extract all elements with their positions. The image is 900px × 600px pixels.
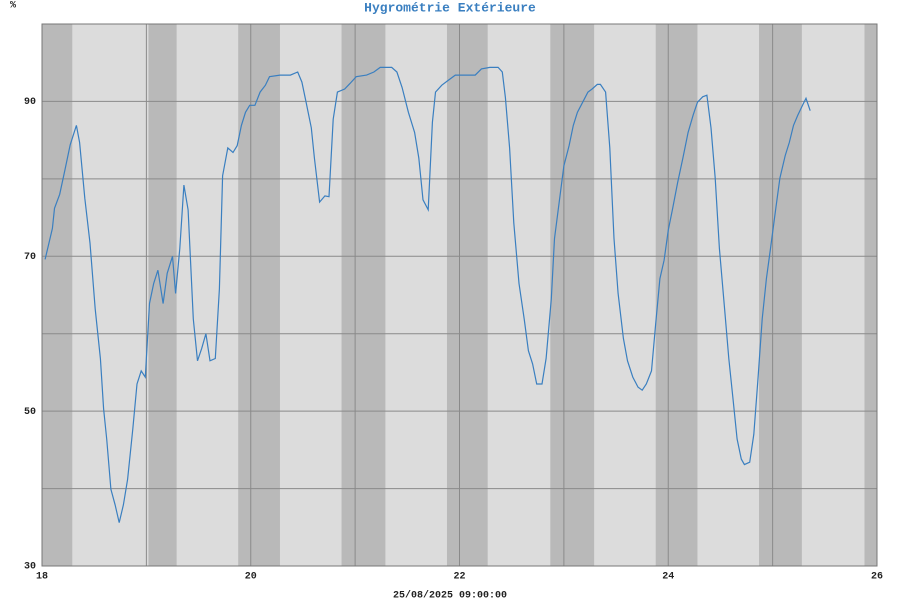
x-tick-label: 22	[453, 572, 465, 583]
chart-title: Hygrométrie Extérieure	[364, 0, 536, 15]
x-tick-label: 20	[245, 572, 257, 583]
y-tick-label: 70	[24, 252, 36, 263]
x-label: 25/08/2025 09:00:00	[393, 590, 507, 600]
y-tick-label: 30	[24, 562, 36, 573]
plot-border	[41, 23, 878, 567]
x-tick-label: 18	[36, 572, 48, 583]
night-band	[42, 24, 73, 566]
night-band	[341, 24, 386, 566]
night-band	[759, 24, 802, 566]
y-tick-label: 50	[24, 407, 36, 418]
x-tick-label: 24	[662, 572, 674, 583]
night-band	[550, 24, 595, 566]
x-tick-label: 26	[871, 572, 883, 583]
night-band	[446, 24, 488, 566]
night-band	[864, 24, 877, 566]
y-unit: %	[10, 1, 16, 12]
night-band	[655, 24, 698, 566]
data-line	[44, 66, 811, 523]
night-band	[238, 24, 280, 566]
night-band	[148, 24, 177, 566]
y-tick-label: 90	[24, 97, 36, 108]
